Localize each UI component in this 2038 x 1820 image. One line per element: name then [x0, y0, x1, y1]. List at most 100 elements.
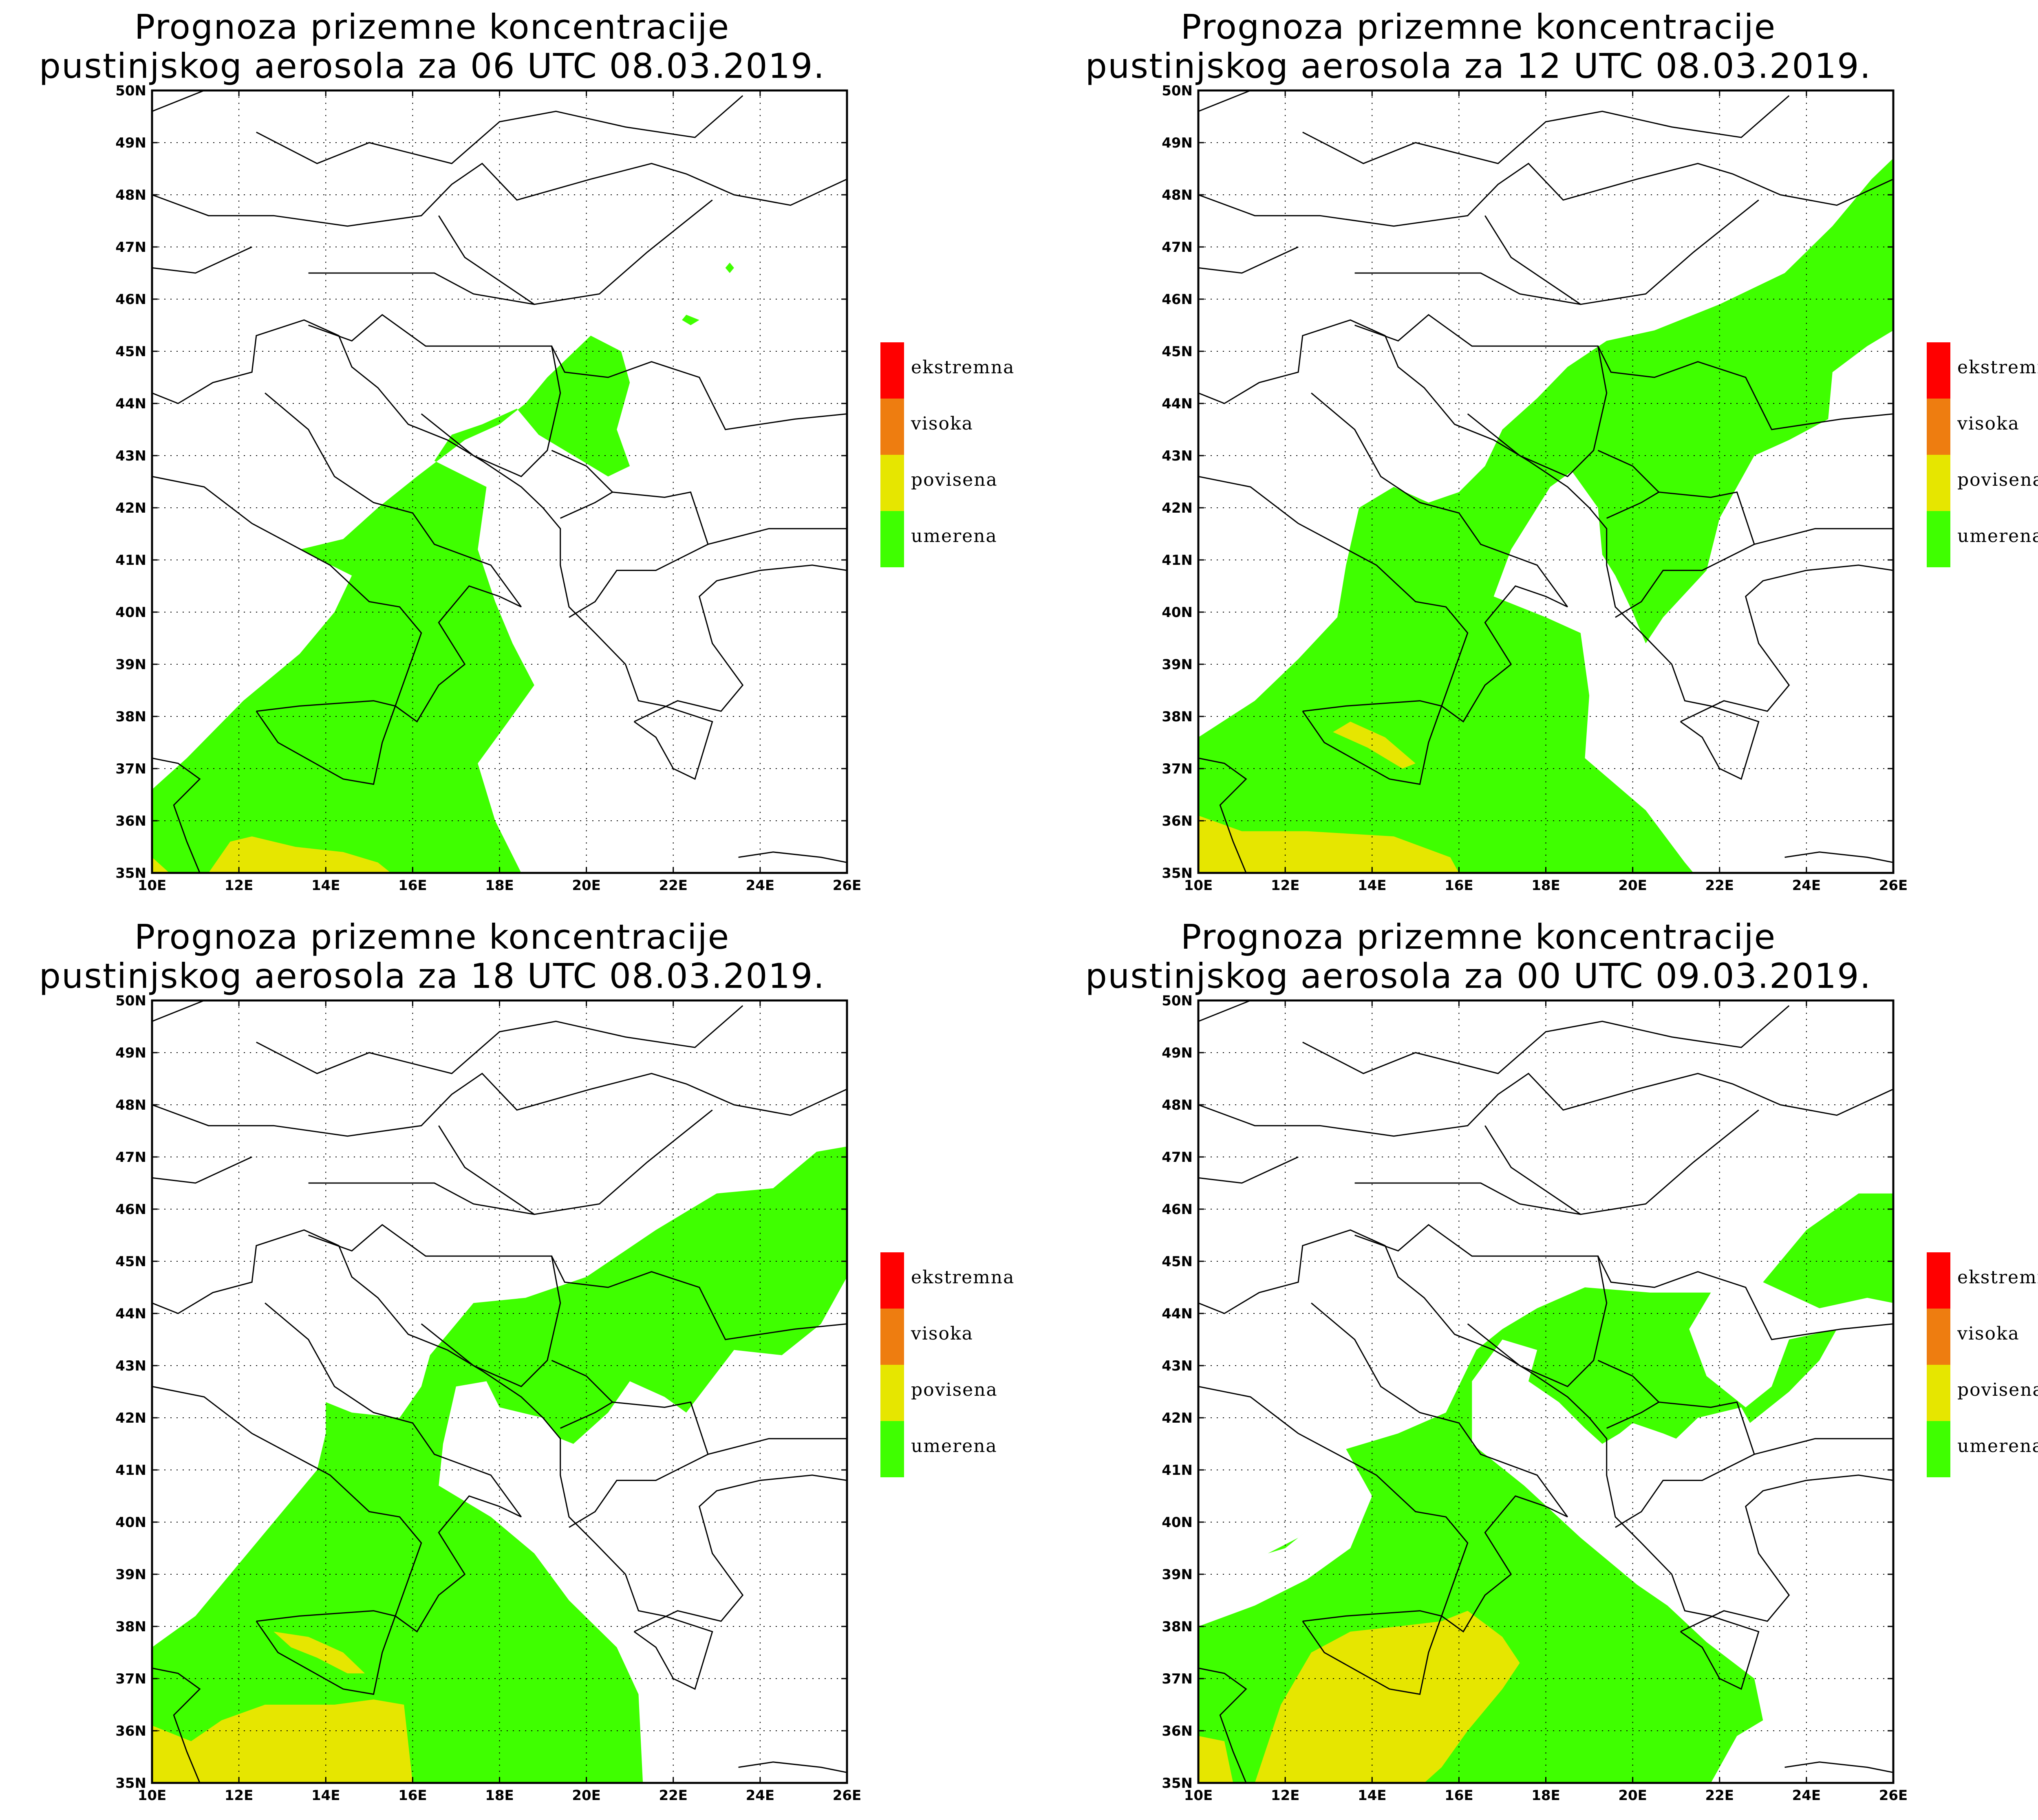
- legend-label: povisena: [911, 1379, 998, 1400]
- panel-title-1: Prognoza prizemne koncentracije pustinjs…: [0, 7, 864, 86]
- panel-title-3-line2: pustinjskog aerosola za 18 UTC 08.03.201…: [39, 956, 825, 996]
- lon-tick-label: 10E: [1184, 1787, 1213, 1804]
- legend-item-umerena: umerena: [880, 1421, 1043, 1477]
- boundary-line: [560, 1401, 613, 1429]
- legend-item-povisena: povisena: [880, 1365, 1043, 1421]
- legend-swatch: [880, 1309, 904, 1365]
- lat-tick-label: 47N: [115, 239, 146, 256]
- boundary-line: [738, 851, 847, 863]
- boundary-line: [634, 564, 847, 723]
- boundary-line: [308, 1224, 561, 1387]
- boundary-line: [1198, 163, 1893, 227]
- lat-tick-label: 42N: [115, 500, 146, 516]
- boundary-line: [1484, 199, 1759, 305]
- boundary-line: [1606, 491, 1659, 519]
- boundary-line: [1198, 90, 1252, 112]
- map-area: [152, 90, 847, 873]
- lon-tick-label: 22E: [1705, 877, 1734, 894]
- legend-label: ekstremna: [911, 1267, 1015, 1288]
- legend-swatch: [880, 342, 904, 399]
- boundary-line: [1302, 95, 1790, 164]
- elevated-dust-area: [1333, 721, 1416, 769]
- lat-tick-label: 40N: [115, 1514, 146, 1531]
- legend-label: ekstremna: [1957, 1267, 2038, 1288]
- lon-tick-label: 18E: [485, 877, 514, 894]
- lon-tick-label: 24E: [1792, 1787, 1821, 1804]
- lat-tick-label: 40N: [1162, 604, 1193, 621]
- lon-tick-label: 10E: [138, 1787, 167, 1804]
- boundary-line: [1198, 1073, 1893, 1137]
- boundary-line: [1597, 1359, 1755, 1528]
- lat-tick-label: 42N: [1162, 1410, 1193, 1426]
- legend-swatch: [1927, 511, 1950, 567]
- lat-tick-label: 44N: [115, 396, 146, 412]
- boundary-line: [1198, 246, 1299, 274]
- lat-tick-label: 41N: [115, 552, 146, 568]
- boundary-line: [551, 346, 847, 430]
- elevated-dust-area: [208, 836, 391, 873]
- lat-tick-label: 48N: [115, 1097, 146, 1113]
- boundary-line: [256, 1005, 743, 1074]
- lat-tick-label: 35N: [115, 1775, 146, 1791]
- lat-tick-label: 44N: [1162, 396, 1193, 412]
- elevated-dust-area: [1198, 815, 1459, 873]
- lon-tick-label: 22E: [659, 1787, 688, 1804]
- boundary-line: [1354, 314, 1608, 477]
- map-panel-3: 35N 36N 37N 38N 39N 40N 41N 42N 43N 44N 45N 46N 47N 4…: [0, 910, 1046, 1820]
- boundary-line: [152, 1229, 713, 1690]
- legend-swatch: [1927, 342, 1950, 399]
- panel-title-3-line1: Prognoza prizemne koncentracije: [134, 917, 730, 957]
- boundary-line: [308, 1182, 535, 1215]
- boundary-line: [1354, 272, 1581, 305]
- legend-item-visoka: visoka: [1927, 1309, 2038, 1365]
- panel-title-2-line1: Prognoza prizemne koncentracije: [1180, 7, 1776, 47]
- boundary-line: [1754, 528, 1893, 545]
- lat-tick-label: 35N: [1162, 1775, 1193, 1791]
- map-area: [1198, 90, 1893, 873]
- lat-tick-label: 42N: [1162, 500, 1193, 516]
- map-canvas-2: 35N 36N 37N 38N 39N 40N 41N 42N 43N 44N 45N 46N 47N 4…: [1162, 83, 1908, 894]
- map-canvas-3: 35N 36N 37N 38N 39N 40N 41N 42N 43N 44N 45N 46N 47N 4…: [115, 993, 861, 1804]
- boundary-line: [1754, 1438, 1893, 1455]
- legend-label: umerena: [1957, 526, 2038, 546]
- lat-tick-label: 49N: [1162, 135, 1193, 151]
- boundary-line: [1606, 1401, 1659, 1429]
- legend-item-ekstremna: ekstremna: [880, 1252, 1043, 1309]
- lat-tick-label: 43N: [115, 448, 146, 464]
- boundary-line: [1597, 346, 1893, 430]
- lon-tick-label: 20E: [1618, 1787, 1647, 1804]
- lat-tick-label: 45N: [115, 1254, 146, 1270]
- lat-tick-label: 39N: [115, 1567, 146, 1583]
- lat-tick-label: 38N: [1162, 709, 1193, 725]
- legend-swatch: [1927, 1421, 1950, 1477]
- lon-tick-label: 20E: [572, 1787, 601, 1804]
- legend-label: umerena: [911, 526, 997, 546]
- boundary-line: [551, 449, 709, 618]
- legend-label: ekstremna: [1957, 357, 2038, 378]
- map-area: [152, 1000, 847, 1783]
- boundary-line: [1597, 449, 1755, 618]
- lat-tick-label: 47N: [1162, 239, 1193, 256]
- lat-tick-label: 39N: [115, 657, 146, 673]
- lon-tick-label: 24E: [1792, 877, 1821, 894]
- lon-tick-label: 26E: [1879, 877, 1908, 894]
- legend-label: visoka: [1957, 1323, 2020, 1344]
- boundary-line: [1198, 1302, 1568, 1633]
- boundary-line: [152, 163, 847, 227]
- lat-tick-label: 41N: [115, 1462, 146, 1478]
- boundary-line: [152, 1000, 206, 1022]
- legend-item-povisena: povisena: [1927, 1365, 2038, 1421]
- legend-item-visoka: visoka: [880, 1309, 1043, 1365]
- legend-item-visoka: visoka: [1927, 399, 2038, 455]
- legend-2: ekstremna visoka povisena umerena: [1927, 342, 2038, 571]
- panel-title-1-line2: pustinjskog aerosola za 06 UTC 08.03.201…: [39, 46, 825, 86]
- lat-tick-label: 43N: [115, 1358, 146, 1374]
- legend-1: ekstremna visoka povisena umerena: [880, 342, 1043, 571]
- elevated-dust-area: [273, 1631, 365, 1674]
- panel-title-2: Prognoza prizemne koncentracije pustinjs…: [1046, 7, 1910, 86]
- moderate-dust-area: [152, 1146, 847, 1783]
- legend-4: ekstremna visoka povisena umerena: [1927, 1252, 2038, 1481]
- legend-item-ekstremna: ekstremna: [1927, 1252, 2038, 1309]
- boundary-line: [438, 1109, 713, 1215]
- lat-tick-label: 36N: [115, 813, 146, 829]
